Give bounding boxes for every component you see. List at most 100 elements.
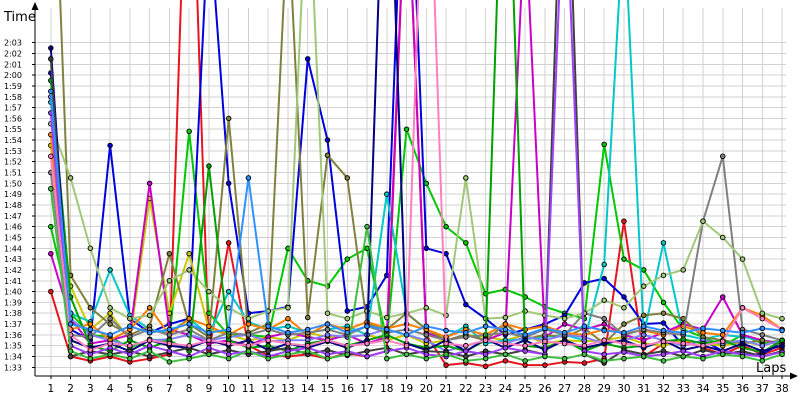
series-point bbox=[759, 325, 766, 332]
x-tick-label: 5 bbox=[127, 383, 134, 395]
series-point bbox=[443, 250, 449, 257]
series-point bbox=[463, 175, 469, 181]
series-point bbox=[87, 245, 94, 252]
series-point bbox=[107, 267, 113, 273]
x-tick-label: 1 bbox=[47, 383, 54, 395]
series-point bbox=[423, 355, 430, 362]
series-point bbox=[304, 326, 311, 333]
series-point bbox=[561, 315, 568, 322]
series-point bbox=[621, 340, 627, 347]
y-tick-label: 2:02 bbox=[4, 49, 22, 58]
series-point bbox=[206, 329, 212, 336]
series-point bbox=[759, 310, 766, 316]
series-point bbox=[700, 342, 706, 349]
x-tick-label: 29 bbox=[597, 383, 610, 395]
series-point bbox=[265, 337, 271, 344]
series-point bbox=[522, 348, 528, 354]
y-tick-label: 1:34 bbox=[4, 353, 22, 362]
series-point bbox=[127, 355, 133, 362]
series-point bbox=[739, 340, 746, 347]
series-point bbox=[680, 353, 686, 360]
series-point bbox=[621, 218, 627, 224]
series-point bbox=[660, 358, 667, 364]
series-point bbox=[48, 186, 54, 192]
series-point bbox=[67, 348, 74, 354]
series-point bbox=[265, 355, 271, 362]
series-point bbox=[443, 340, 449, 347]
series-point bbox=[443, 362, 449, 368]
series-point bbox=[739, 256, 746, 262]
y-tick-label: 1:41 bbox=[4, 277, 22, 286]
series-point bbox=[640, 337, 647, 344]
x-tick-label: 38 bbox=[775, 383, 788, 395]
series-point bbox=[285, 351, 291, 358]
y-tick-label: 1:58 bbox=[4, 93, 22, 102]
series-point bbox=[285, 323, 291, 329]
series-point bbox=[225, 355, 232, 362]
series-point bbox=[146, 337, 153, 344]
series-point bbox=[621, 329, 627, 336]
series-point bbox=[48, 153, 54, 160]
x-tick-label: 10 bbox=[222, 383, 235, 395]
series-point bbox=[660, 240, 667, 246]
series-point bbox=[225, 180, 232, 187]
series-point bbox=[324, 310, 331, 316]
series-point bbox=[403, 351, 410, 358]
series-point bbox=[759, 315, 766, 322]
series-point bbox=[285, 340, 291, 347]
series-point bbox=[680, 348, 686, 354]
series-line bbox=[59, 0, 783, 347]
series-point bbox=[206, 337, 212, 344]
series-point bbox=[87, 334, 94, 340]
series-point bbox=[146, 329, 153, 336]
x-tick-label: 11 bbox=[242, 383, 255, 395]
series-point bbox=[285, 305, 291, 311]
series-point bbox=[384, 332, 390, 338]
series-point bbox=[423, 332, 430, 338]
series-point bbox=[522, 332, 528, 338]
series-point bbox=[206, 351, 212, 358]
series-point bbox=[601, 327, 607, 334]
series-point bbox=[601, 337, 607, 344]
series-point bbox=[621, 294, 627, 300]
series-16 bbox=[48, 0, 785, 353]
series-layer bbox=[48, 0, 785, 370]
series-point bbox=[759, 358, 766, 364]
series-point bbox=[621, 349, 627, 355]
series-point bbox=[304, 342, 311, 349]
series-point bbox=[759, 332, 766, 338]
series-point bbox=[107, 142, 113, 149]
x-tick-label: 19 bbox=[400, 383, 413, 395]
y-tick-label: 1:46 bbox=[4, 223, 22, 232]
x-tick-label: 30 bbox=[617, 383, 630, 395]
series-point bbox=[384, 314, 390, 321]
series-point bbox=[67, 175, 74, 181]
x-tick-label: 24 bbox=[499, 383, 513, 395]
series-point bbox=[48, 288, 54, 295]
x-tick-label: 20 bbox=[420, 383, 433, 395]
series-point bbox=[186, 321, 192, 327]
series-point bbox=[166, 359, 173, 365]
series-point bbox=[146, 353, 153, 360]
series-point bbox=[146, 342, 153, 349]
y-tick-label: 1:47 bbox=[4, 212, 22, 221]
x-tick-label: 34 bbox=[696, 383, 710, 395]
series-point bbox=[166, 326, 173, 333]
y-tick-labels: 1:331:34 1:35 1:36 1:37 1:38 1:391:40 1:41 1:42… bbox=[4, 39, 35, 372]
series-point bbox=[107, 305, 113, 311]
x-tick-label: 35 bbox=[716, 383, 729, 395]
x-tick-label: 18 bbox=[380, 383, 393, 395]
series-line bbox=[49, 96, 783, 353]
series-point bbox=[502, 340, 509, 347]
series-point bbox=[581, 360, 588, 366]
series-point bbox=[680, 329, 686, 336]
series-point bbox=[542, 338, 548, 345]
series-point bbox=[542, 325, 548, 332]
series-point bbox=[739, 353, 746, 360]
series-point bbox=[87, 355, 94, 362]
series-point bbox=[502, 326, 509, 333]
series-point bbox=[364, 353, 370, 360]
series-point bbox=[127, 342, 133, 349]
series-point bbox=[186, 355, 192, 362]
